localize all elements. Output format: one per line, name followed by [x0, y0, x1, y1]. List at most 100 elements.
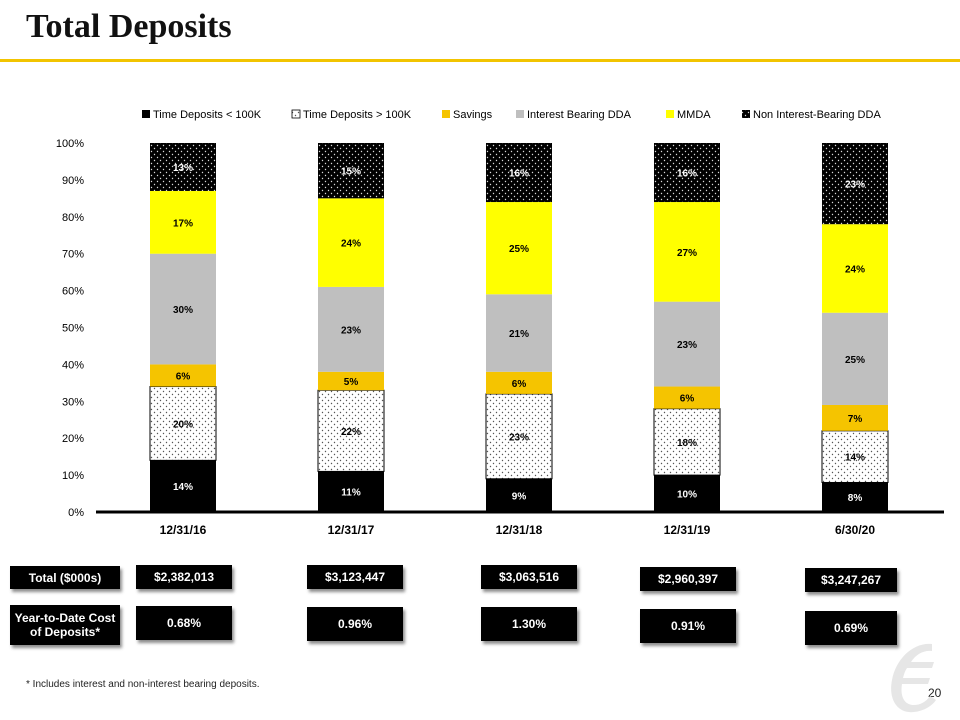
bar-segment [150, 460, 216, 512]
legend-swatch [516, 110, 524, 118]
bar-segment [485, 393, 553, 480]
data-label: 23% [677, 340, 697, 351]
cost-value: 1.30% [481, 607, 577, 641]
page-title: Total Deposits [26, 8, 232, 45]
legend-entry: MMDA [677, 109, 711, 121]
bar-segment [486, 294, 552, 372]
footnote: * Includes interest and non-interest bea… [26, 679, 260, 690]
bar-segment [654, 301, 720, 387]
bar-segment [150, 190, 216, 254]
x-tick-label: 12/31/18 [496, 523, 543, 537]
data-label: 15% [341, 167, 361, 178]
data-label: 21% [509, 329, 529, 340]
cost-label-line2: of Deposits* [29, 625, 100, 639]
data-label: 6% [680, 394, 695, 405]
y-tick-label: 10% [62, 470, 84, 482]
total-value: $2,382,013 [136, 565, 232, 589]
data-label: 23% [845, 180, 865, 191]
bar-segment [821, 430, 889, 483]
data-label: 20% [173, 419, 193, 430]
bar-segment [822, 312, 888, 405]
data-label: 5% [344, 377, 359, 388]
data-label: 13% [173, 163, 193, 174]
y-tick-label: 100% [56, 138, 84, 150]
cost-label: Year-to-Date Cost of Deposits* [10, 605, 120, 645]
data-label: 16% [677, 169, 697, 180]
data-label: 16% [509, 169, 529, 180]
data-label: 14% [845, 453, 865, 464]
bar-segment [654, 386, 720, 409]
bar-segment [150, 364, 216, 387]
y-axis: 0% 10% 20% 30% 40% 50% 60% 70% 80% 90% 100% [56, 138, 84, 519]
legend-entry: Interest Bearing DDA [527, 109, 632, 121]
page-number: 20 [928, 686, 942, 700]
data-label: 25% [845, 355, 865, 366]
bar-segment [653, 408, 721, 476]
total-value: $3,247,267 [805, 568, 897, 592]
legend-swatch [666, 110, 674, 118]
data-label: 24% [341, 239, 361, 250]
bars: 14% 20% 6% 30% 17% 13% 11% 22% 5% 23% 24% 15% 9% 23% 6… [149, 143, 889, 512]
data-label: 17% [173, 218, 193, 229]
y-tick-label: 60% [62, 286, 84, 298]
total-value: $3,123,447 [307, 565, 403, 589]
bar-segment [150, 143, 216, 191]
bar-segment [822, 143, 888, 225]
bar-segment [318, 471, 384, 512]
data-label: 24% [845, 264, 865, 275]
bank-logo-icon [891, 643, 936, 713]
data-label: 9% [512, 491, 527, 502]
title-rule [0, 59, 960, 62]
legend-entry: Non Interest-Bearing DDA [753, 109, 881, 121]
bar-segment [318, 371, 384, 391]
y-tick-label: 20% [62, 433, 84, 445]
legend-entry: Time Deposits > 100K [303, 109, 412, 121]
legend-swatch [742, 110, 750, 118]
legend-swatch [442, 110, 450, 118]
data-label: 22% [341, 427, 361, 438]
y-tick-label: 70% [62, 249, 84, 261]
stacked-bar-chart: Time Deposits < 100K Time Deposits > 100K… [56, 109, 944, 537]
data-label: 10% [677, 490, 697, 501]
data-label: 27% [677, 248, 697, 259]
data-label: 8% [848, 493, 863, 504]
data-label: 23% [341, 325, 361, 336]
data-label: 7% [848, 414, 863, 425]
total-label: Total ($000s) [10, 566, 120, 589]
bar-segment [654, 143, 720, 203]
bar-segment [822, 482, 888, 512]
y-tick-label: 40% [62, 359, 84, 371]
bar-segment [317, 389, 385, 472]
x-tick-label: 6/30/20 [835, 523, 875, 537]
bar-segment [486, 371, 552, 394]
bar-segment [149, 386, 217, 461]
x-tick-label: 12/31/16 [160, 523, 207, 537]
data-label: 6% [176, 371, 191, 382]
data-label: 23% [509, 432, 529, 443]
chart-legend: Time Deposits < 100K Time Deposits > 100K… [142, 109, 881, 121]
y-tick-label: 50% [62, 323, 84, 335]
y-tick-label: 0% [68, 507, 84, 519]
y-tick-label: 30% [62, 396, 84, 408]
data-label: 11% [341, 488, 361, 499]
y-tick-label: 90% [62, 175, 84, 187]
y-tick-label: 80% [62, 212, 84, 224]
cost-label-line1: Year-to-Date Cost [14, 611, 116, 625]
legend-entry: Savings [453, 109, 493, 121]
cost-value: 0.91% [640, 609, 736, 643]
data-label: 14% [173, 482, 193, 493]
bar-segment [654, 475, 720, 512]
bar-segment [150, 253, 216, 365]
data-label: 30% [173, 305, 193, 316]
legend-swatch [291, 109, 301, 119]
bar-segment [318, 286, 384, 372]
legend-entry: Time Deposits < 100K [153, 109, 262, 121]
data-label: 25% [509, 244, 529, 255]
x-tick-label: 12/31/19 [664, 523, 711, 537]
cost-value: 0.68% [136, 606, 232, 640]
total-value: $2,960,397 [640, 567, 736, 591]
bar-segment [318, 143, 384, 199]
cost-value: 0.96% [307, 607, 403, 641]
legend-swatch [142, 110, 150, 118]
data-label: 18% [677, 438, 697, 449]
